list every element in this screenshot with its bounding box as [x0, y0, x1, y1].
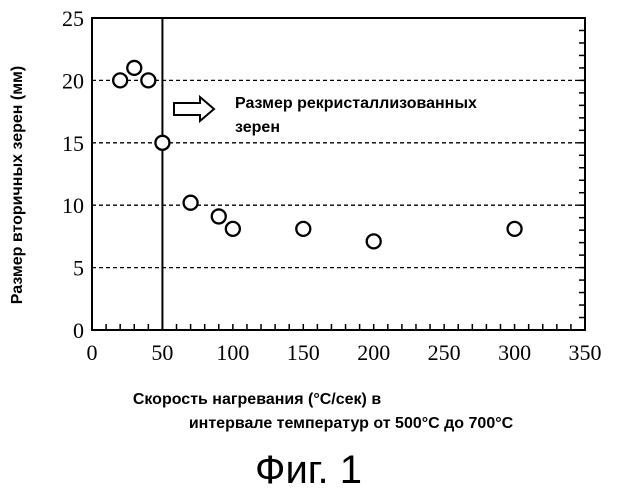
data-point — [296, 222, 310, 236]
y-tick-label: 25 — [62, 6, 84, 31]
minor-ticks — [106, 30, 585, 330]
data-point — [127, 61, 141, 75]
data-point — [226, 222, 240, 236]
data-point — [155, 136, 169, 150]
y-tick-label: 10 — [62, 193, 84, 218]
annotation-line2: зерен — [235, 119, 280, 136]
data-point — [367, 234, 381, 248]
x-axis-label-line2: интервале температур от 500°С до 700°С — [189, 415, 514, 432]
tick-labels: 0 50 100 150 200 250 300 350 0 5 10 15 20 25 — [62, 6, 602, 365]
data-points — [113, 61, 521, 248]
x-axis-label-line1: Скорость нагревания (°С/сек) в — [133, 391, 381, 408]
y-tick-label: 5 — [73, 256, 84, 281]
data-point — [113, 73, 127, 87]
y-tick-label: 0 — [73, 318, 84, 343]
x-tick-label: 250 — [428, 340, 461, 365]
x-tick-label: 350 — [569, 340, 602, 365]
x-tick-label: 200 — [357, 340, 390, 365]
right-arrow-icon — [174, 97, 214, 121]
y-axis-label: Размер вторичных зерен (мм) — [9, 66, 26, 304]
data-point — [212, 209, 226, 223]
plot-frame — [92, 18, 585, 330]
annotation-line1: Размер рекристаллизованных — [235, 95, 477, 112]
x-tick-label: 0 — [87, 340, 98, 365]
y-tick-label: 15 — [62, 131, 84, 156]
figure-caption: Фиг. 1 — [0, 448, 617, 493]
data-point — [508, 222, 522, 236]
x-tick-label: 50 — [151, 340, 173, 365]
data-point — [141, 73, 155, 87]
annotation: Размер рекристаллизованных зерен — [174, 95, 477, 136]
data-point — [184, 196, 198, 210]
y-tick-label: 20 — [62, 68, 84, 93]
x-tick-label: 150 — [287, 340, 320, 365]
x-tick-label: 300 — [498, 340, 531, 365]
x-tick-label: 100 — [216, 340, 249, 365]
